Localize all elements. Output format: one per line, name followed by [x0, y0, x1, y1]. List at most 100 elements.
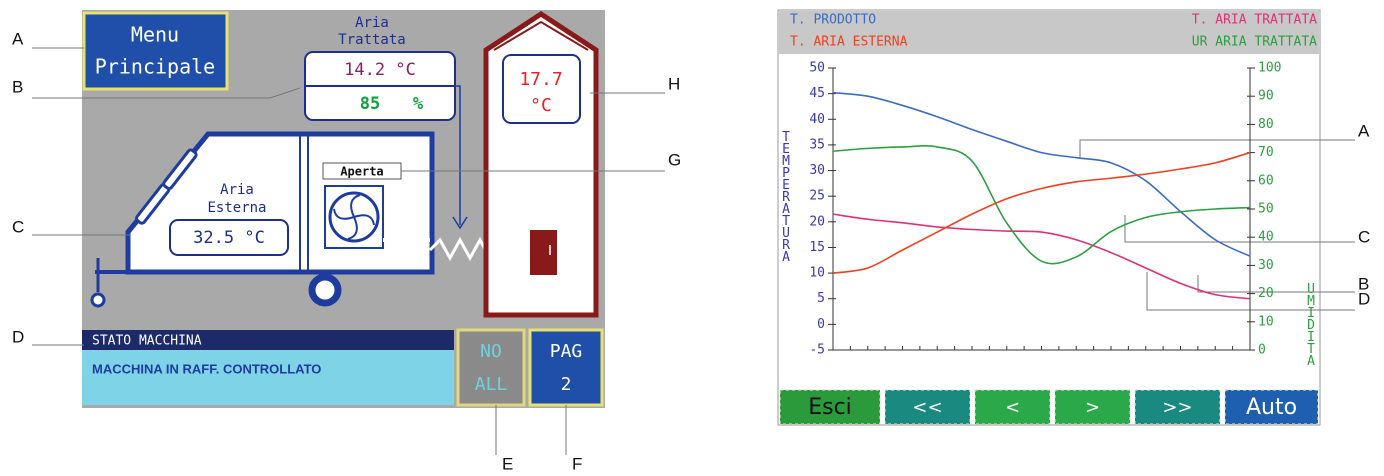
legend-bg	[779, 11, 1319, 54]
callout-line	[1079, 139, 1355, 158]
y2-tick-label: 50	[1258, 202, 1274, 217]
callout-label: D	[12, 327, 24, 346]
y-tick-label: 40	[809, 112, 825, 127]
y-axis-label: TEMPERATURA	[779, 130, 794, 262]
legend-entry: UR ARIA TRATTATA	[1192, 35, 1317, 50]
alarm-label: NO	[480, 341, 502, 362]
treated-air-temperature: 14.2 °C	[344, 60, 416, 80]
y-tick-label: 35	[809, 137, 825, 152]
callout-label: B	[1358, 274, 1369, 293]
treated-air-humidity: 85	[360, 94, 380, 114]
callout-label: C	[12, 217, 24, 236]
callout-label: E	[502, 454, 513, 473]
door-status: Aperta	[340, 165, 383, 179]
y2-tick-label: 70	[1258, 145, 1274, 160]
control-button[interactable]	[1134, 389, 1221, 425]
cell-temperature: 17.7	[519, 69, 562, 90]
control-button[interactable]	[1224, 389, 1319, 425]
control-button[interactable]	[779, 389, 881, 425]
callout-label: B	[12, 77, 23, 96]
roof-line	[493, 20, 589, 51]
external-air-temperature: 32.5 °C	[193, 228, 265, 248]
wheel	[308, 273, 342, 307]
y-tick-label: 20	[809, 214, 825, 229]
y2-tick-label: 80	[1258, 117, 1274, 132]
door	[530, 230, 557, 275]
y2-tick-label: 100	[1258, 61, 1281, 76]
machine-callouts: A B C D E F G H	[12, 29, 681, 473]
callout-label: G	[668, 150, 681, 169]
page-button[interactable]	[528, 328, 604, 407]
y-tick-label: -5	[809, 343, 825, 358]
status-header: STATO MACCHINA	[92, 334, 202, 349]
y2-tick-label: 0	[1258, 343, 1266, 358]
y-tick-label: 50	[809, 61, 825, 76]
menu-label: Menu	[131, 23, 179, 47]
control-button[interactable]	[884, 389, 971, 425]
control-button[interactable]	[974, 389, 1051, 425]
y-tick-label: 0	[817, 317, 825, 332]
humidity-unit: %	[413, 94, 424, 114]
status-message-bg	[82, 350, 454, 405]
external-air-box	[169, 219, 289, 256]
page-label: PAG	[550, 341, 583, 362]
external-air-title: Esterna	[207, 200, 266, 216]
arrow-head	[452, 216, 468, 230]
jack-wheel	[90, 292, 106, 308]
y-tick-label: 10	[809, 266, 825, 281]
control-button[interactable]	[1054, 389, 1131, 425]
machine-screen: Menu Principale Aria Trattata 14.2 °C 85…	[82, 10, 605, 408]
callout-label: A	[1358, 121, 1370, 140]
cell-temperature-box	[502, 54, 581, 124]
y-tick-label: 45	[809, 86, 825, 101]
y-tick-label: 30	[809, 163, 825, 178]
fan-blades	[333, 194, 375, 240]
alarm-button[interactable]	[456, 328, 526, 407]
y2-tick-label: 10	[1258, 314, 1274, 329]
series-line	[832, 213, 1251, 300]
alarm-label: ALL	[475, 374, 508, 395]
treated-air-title: Trattata	[338, 32, 405, 48]
callout-label: F	[572, 454, 582, 473]
y-tick-label: 25	[809, 189, 825, 204]
menu-button[interactable]	[82, 11, 229, 91]
control-label: Auto	[1246, 395, 1297, 420]
callout-line	[1197, 275, 1355, 293]
callout-line	[1146, 272, 1355, 311]
callout-label: C	[1358, 227, 1370, 246]
trend-bg	[777, 9, 1321, 426]
callout-label: A	[12, 29, 24, 48]
series-line	[832, 151, 1251, 274]
y-tick-label: 5	[817, 291, 825, 306]
legend-entry: T. ARIA TRATTATA	[1192, 13, 1317, 28]
page-label: 2	[561, 374, 572, 395]
y2-tick-label: 20	[1258, 286, 1274, 301]
y-tick-label: 15	[809, 240, 825, 255]
control-label: <	[1005, 397, 1020, 418]
trend-screen: TEMPERATURA UMIDITA	[777, 9, 1321, 426]
y2-tick-label: 40	[1258, 230, 1274, 245]
series-line	[832, 145, 1251, 265]
callout-label: H	[668, 74, 680, 93]
callout-line	[32, 87, 301, 99]
y2-tick-label: 60	[1258, 173, 1274, 188]
callout-label: D	[1358, 289, 1370, 308]
status-header-bg	[82, 330, 454, 350]
legend-entry: T. PRODOTTO	[790, 13, 876, 28]
legend-entry: T. ARIA ESTERNA	[790, 35, 908, 50]
control-label: >>	[1162, 397, 1192, 418]
chart-callouts: A B C D	[1079, 121, 1370, 311]
air-flow-arrow	[455, 85, 461, 225]
control-label: >	[1085, 397, 1100, 418]
menu-label: Principale	[95, 55, 215, 79]
y2-tick-label: 30	[1258, 258, 1274, 273]
y2-axis-label: UMIDITA	[1304, 282, 1319, 366]
status-message: MACCHINA IN RAFF. CONTROLLATO	[92, 361, 321, 376]
control-label: Esci	[808, 395, 852, 420]
control-label: <<	[912, 397, 942, 418]
external-air-title: Aria	[220, 182, 254, 198]
y2-tick-label: 90	[1258, 89, 1274, 104]
treated-air-title: Aria	[355, 15, 389, 31]
cell-temperature-unit: °C	[530, 95, 552, 116]
